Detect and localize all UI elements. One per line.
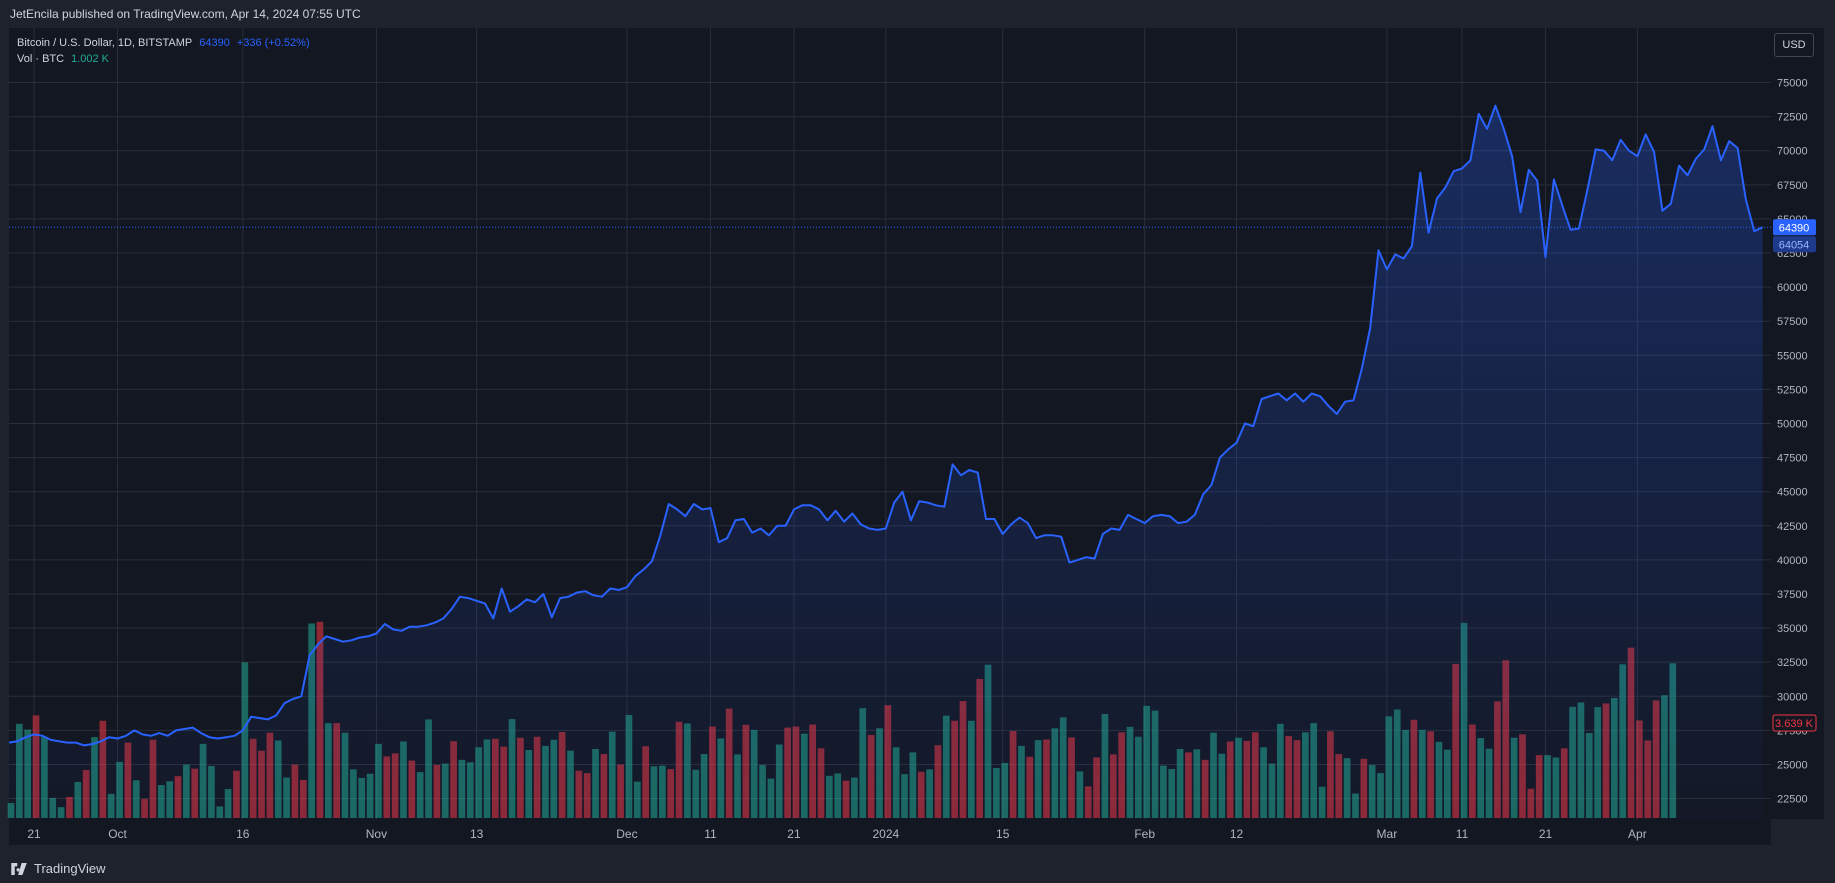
- price-tick-label: 32500: [1777, 657, 1808, 669]
- volume-indicator-label[interactable]: Vol · BTC: [17, 53, 65, 65]
- last-price-badge: 64390: [1779, 222, 1810, 234]
- price-change: +336 (+0.52%): [236, 37, 310, 49]
- volume-value: 1.002 K: [71, 53, 109, 65]
- price-tick-label: 55000: [1777, 350, 1808, 362]
- secondary-price-badge: 64054: [1779, 239, 1810, 251]
- publisher-text: JetEncila published on TradingView.com, …: [10, 7, 361, 21]
- last-price-badge-box: [1773, 219, 1816, 236]
- price-tick-label: 22500: [1777, 794, 1808, 806]
- secondary-price-badge-box: [1773, 236, 1816, 253]
- price-area-fill: [9, 105, 1763, 819]
- time-tick-label: 11: [1456, 827, 1469, 841]
- time-tick-label: Dec: [616, 827, 637, 841]
- price-tick-label: 72500: [1777, 112, 1808, 124]
- time-tick-label: 21: [1539, 827, 1553, 841]
- time-tick-label: 15: [996, 827, 1010, 841]
- volume-badge-box: [1772, 714, 1817, 732]
- price-tick-label: 25000: [1777, 759, 1808, 771]
- chart-legend: Bitcoin / U.S. Dollar, 1D, BITSTAMP 6439…: [17, 35, 310, 67]
- price-tick-label: 42500: [1777, 521, 1808, 533]
- volume-badge: 3.639 K: [1775, 718, 1814, 730]
- time-tick-label: Nov: [366, 827, 387, 841]
- tradingview-logo-icon: [11, 862, 27, 875]
- time-tick-label: 2024: [872, 827, 899, 841]
- price-scale-background: [1771, 28, 1824, 819]
- time-tick-label: 13: [470, 827, 484, 841]
- footer-bar: TradingView: [0, 855, 1835, 883]
- symbol-title[interactable]: Bitcoin / U.S. Dollar, 1D, BITSTAMP: [17, 37, 193, 49]
- price-tick-label: 57500: [1777, 316, 1808, 328]
- price-tick-label: 52500: [1777, 384, 1808, 396]
- time-tick-label: 21: [27, 827, 41, 841]
- price-tick-label: 70000: [1777, 146, 1808, 158]
- price-tick-label: 37500: [1777, 589, 1808, 601]
- time-tick-label: 12: [1230, 827, 1244, 841]
- price-tick-label: 30000: [1777, 691, 1808, 703]
- tradingview-brand[interactable]: TradingView: [10, 861, 106, 876]
- currency-button[interactable]: USD: [1774, 33, 1814, 57]
- time-tick-label: Oct: [108, 827, 127, 841]
- time-tick-label: Feb: [1134, 827, 1155, 841]
- last-price: 64390: [199, 37, 230, 49]
- price-tick-label: 67500: [1777, 180, 1808, 192]
- time-tick-label: Apr: [1628, 827, 1647, 841]
- time-tick-label: Mar: [1377, 827, 1398, 841]
- price-tick-label: 40000: [1777, 555, 1808, 567]
- brand-name: TradingView: [34, 861, 106, 876]
- price-tick-label: 45000: [1777, 487, 1808, 499]
- time-tick-label: 21: [787, 827, 801, 841]
- price-tick-label: 75000: [1777, 78, 1808, 90]
- time-tick-label: 16: [236, 827, 250, 841]
- price-tick-label: 50000: [1777, 419, 1808, 431]
- price-line: [8, 104, 1764, 747]
- price-tick-label: 60000: [1777, 282, 1808, 294]
- publisher-bar: JetEncila published on TradingView.com, …: [0, 0, 1835, 28]
- time-scale-background: [9, 819, 1771, 845]
- price-tick-label: 47500: [1777, 453, 1808, 465]
- price-tick-label: 35000: [1777, 623, 1808, 635]
- time-tick-label: 11: [704, 827, 717, 841]
